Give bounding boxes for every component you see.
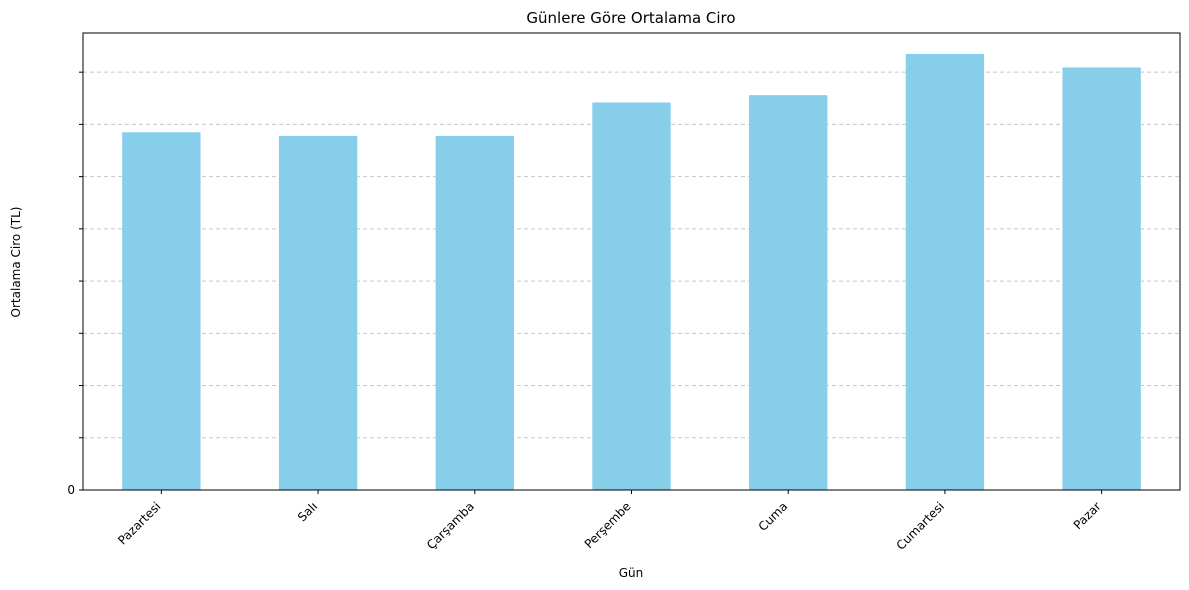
x-axis: Pazartesi Salı Çarşamba Perşembe Cuma Cumarte… <box>115 490 1104 553</box>
x-tick-label: Cumartesi <box>894 499 947 552</box>
x-tick-label: Salı <box>295 499 320 524</box>
chart-title: Günlere Göre Ortalama Ciro <box>526 9 735 27</box>
bar <box>122 132 201 490</box>
y-axis-label: Ortalama Ciro (TL) <box>9 207 23 318</box>
x-tick-label: Perşembe <box>582 499 634 551</box>
x-tick-label: Pazar <box>1071 499 1104 532</box>
bar <box>592 102 671 491</box>
y-tick-label: 0 <box>67 483 75 497</box>
bar <box>435 135 514 490</box>
bar <box>905 53 985 491</box>
x-tick-label: Cuma <box>756 499 791 534</box>
x-axis-label: Gün <box>619 566 644 580</box>
x-tick-label: Pazartesi <box>115 499 163 547</box>
x-tick-label: Çarşamba <box>424 499 477 552</box>
bar <box>278 135 358 490</box>
y-axis: 0 <box>67 71 83 497</box>
bar <box>1062 67 1141 490</box>
bars-layer <box>122 53 1141 491</box>
bar <box>749 95 828 490</box>
